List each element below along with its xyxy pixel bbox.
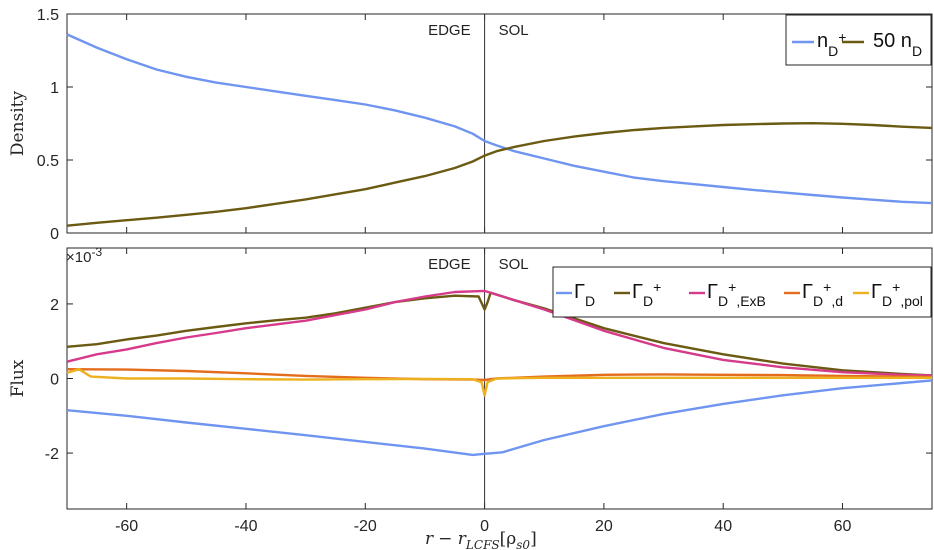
edge-annotation: EDGE: [428, 256, 471, 273]
legend-entry-main: Γ: [802, 281, 813, 303]
legend-entry-sub: D: [643, 293, 653, 309]
legend-entry-sub: D: [585, 293, 595, 309]
x-axis-label: r − rLCFS[ρs0]: [425, 529, 537, 550]
y-tick-label: 1: [50, 80, 59, 97]
x-axis-label-part: [ρ: [500, 529, 517, 549]
legend-entry-sub: D: [813, 293, 823, 309]
legend-entry-main: Γ: [574, 281, 585, 303]
y-tick-label: 0.5: [37, 153, 59, 170]
x-axis-label-part: s0: [516, 538, 530, 550]
sol-annotation: SOL: [499, 22, 529, 39]
sol-annotation: SOL: [499, 256, 529, 273]
legend-entry: ΓD+: [632, 279, 661, 309]
y-tick-label: -2: [45, 446, 59, 463]
legend-entry-sub2: ,d: [831, 293, 843, 309]
series-line-3: [66, 368, 933, 382]
legend-entry-sup: +: [728, 279, 736, 295]
y-tick-label: 0: [50, 372, 59, 389]
legend: ΓD ΓD+ ΓD+,ExB ΓD+,d ΓD+,pol: [552, 266, 932, 318]
series-line-0: [66, 33, 933, 205]
legend-entry-main: Γ: [707, 281, 718, 303]
x-axis-label-part: − r: [438, 529, 467, 549]
y-axis-label: Flux: [8, 359, 28, 397]
y-tick-label: 1.5: [37, 7, 59, 24]
x-axis-label-part: LCFS: [465, 538, 500, 550]
legend-entry: ΓD: [574, 281, 595, 309]
legend-entry-sup: +: [823, 279, 831, 295]
exponent-power: -3: [91, 245, 102, 259]
legend-entry: ΓD+,ExB: [707, 279, 766, 309]
x-tick-label: 60: [834, 518, 852, 535]
x-tick-label: 40: [714, 518, 732, 535]
legend-entry-sub: D: [828, 43, 838, 59]
x-tick-label: -20: [354, 518, 377, 535]
legend-entry: ΓD+,d: [802, 279, 843, 309]
legend-entry-sub: D: [718, 293, 728, 309]
legend-entry-main: 50 n: [873, 30, 912, 52]
legend-entry-main: n: [817, 30, 828, 52]
legend-entry-main: Γ: [871, 281, 882, 303]
series-line-1: [66, 121, 933, 227]
x-axis-label-part: r: [425, 529, 434, 549]
legend-entry: nD+: [817, 29, 846, 59]
legend-entry: ΓD+,pol: [871, 279, 923, 309]
legend-entry-main: Γ: [632, 281, 643, 303]
legend-entry-sup: +: [653, 279, 661, 295]
x-tick-label: -60: [115, 518, 138, 535]
legend: nD+ 50 nD: [785, 14, 932, 66]
legend-entry-sub2: ,pol: [900, 293, 923, 309]
x-axis-label-part: ]: [530, 529, 537, 549]
legend-entry: 50 nD: [873, 30, 922, 59]
edge-annotation: EDGE: [428, 22, 471, 39]
series-line-2: [66, 289, 933, 377]
x-tick-label: -40: [234, 518, 257, 535]
legend-entry-sup: +: [892, 279, 900, 295]
y-axis-label: Density: [8, 90, 28, 156]
x-tick-label: 20: [595, 518, 613, 535]
legend-entry-sub2: ,ExB: [736, 293, 766, 309]
legend-entry-sub: D: [882, 293, 892, 309]
y-tick-label: 2: [50, 297, 59, 314]
y-tick-label: 0: [50, 226, 59, 243]
series-line-1: [66, 291, 933, 377]
series-line-0: [66, 379, 933, 457]
exponent-base: ×10: [66, 249, 91, 266]
legend-entry-sub: D: [912, 43, 922, 59]
series-line-4: [66, 368, 932, 397]
y-exponent-label: ×10-3: [66, 245, 102, 266]
x-tick-label: 0: [480, 518, 489, 535]
legend-entry-sup: +: [838, 29, 846, 45]
legend-box: [785, 14, 932, 66]
